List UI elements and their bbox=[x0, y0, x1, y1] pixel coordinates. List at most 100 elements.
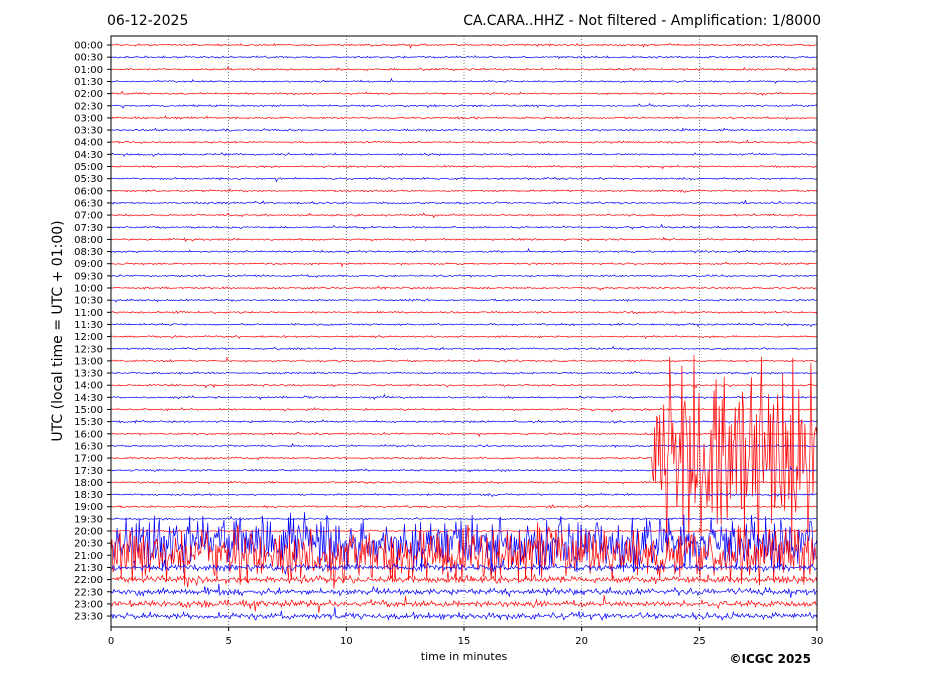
x-tick-label-0: 0 bbox=[108, 636, 114, 647]
trace-2330 bbox=[110, 607, 818, 621]
row-label-0700: 07:00 bbox=[74, 211, 103, 222]
x-tick-label-5: 5 bbox=[225, 636, 231, 647]
trace-1400 bbox=[110, 383, 818, 390]
trace-0500 bbox=[110, 164, 818, 170]
row-label-1200: 12:00 bbox=[74, 332, 103, 343]
trace-1230 bbox=[110, 345, 818, 351]
row-label-1630: 16:30 bbox=[74, 441, 103, 452]
row-label-1330: 13:30 bbox=[74, 369, 103, 380]
trace-1130 bbox=[110, 322, 818, 328]
row-label-1800: 18:00 bbox=[74, 478, 103, 489]
x-ticks: 0 5 10 15 20 25 30 bbox=[108, 627, 824, 647]
x-tick-label-10: 10 bbox=[340, 636, 353, 647]
trace-0000 bbox=[110, 42, 818, 49]
trace-0430 bbox=[110, 152, 818, 157]
trace-2200 bbox=[110, 570, 818, 588]
row-label-0730: 07:30 bbox=[74, 223, 103, 234]
trace-1800 bbox=[110, 480, 818, 486]
row-label-1030: 10:30 bbox=[74, 296, 103, 307]
row-label-1500: 15:00 bbox=[74, 405, 103, 416]
trace-0630 bbox=[110, 199, 818, 205]
trace-1730 bbox=[111, 466, 817, 473]
trace-0230 bbox=[110, 102, 818, 109]
y-axis-label: UTC (local time = UTC + 01:00) bbox=[50, 220, 66, 441]
trace-0700 bbox=[110, 212, 818, 219]
row-label-1530: 15:30 bbox=[74, 417, 103, 428]
x-tick-label-20: 20 bbox=[575, 636, 588, 647]
row-label-1230: 12:30 bbox=[74, 344, 103, 355]
row-label-0630: 06:30 bbox=[74, 198, 103, 209]
row-label-0200: 02:00 bbox=[74, 89, 103, 100]
trace-0100 bbox=[110, 66, 818, 72]
row-label-1000: 10:00 bbox=[74, 284, 103, 295]
trace-1030 bbox=[110, 297, 818, 303]
row-label-0330: 03:30 bbox=[74, 126, 103, 137]
row-label-0530: 05:30 bbox=[74, 174, 103, 185]
trace-1300 bbox=[110, 356, 818, 363]
trace-2300 bbox=[110, 595, 818, 613]
row-label-2000: 20:00 bbox=[74, 527, 103, 538]
row-label-2100: 21:00 bbox=[74, 551, 103, 562]
row-label-1600: 16:00 bbox=[74, 429, 103, 440]
row-label-1900: 19:00 bbox=[74, 502, 103, 513]
x-tick-label-25: 25 bbox=[693, 636, 706, 647]
trace-0600 bbox=[110, 188, 818, 194]
row-label-1100: 11:00 bbox=[74, 308, 103, 319]
trace-0930 bbox=[110, 274, 818, 278]
trace-0900 bbox=[110, 261, 818, 268]
trace-0800 bbox=[110, 236, 818, 243]
row-label-1730: 17:30 bbox=[74, 466, 103, 477]
row-label-0000: 00:00 bbox=[74, 41, 103, 52]
row-label-1430: 14:30 bbox=[74, 393, 103, 404]
row-label-0400: 04:00 bbox=[74, 138, 103, 149]
row-label-0830: 08:30 bbox=[74, 247, 103, 258]
row-label-0030: 00:30 bbox=[74, 53, 103, 64]
row-label-2230: 22:30 bbox=[74, 587, 103, 598]
trace-0330 bbox=[111, 127, 818, 132]
trace-2130 bbox=[110, 559, 818, 575]
row-label-1700: 17:00 bbox=[74, 454, 103, 465]
trace-0130 bbox=[110, 77, 818, 84]
date-label: 06-12-2025 bbox=[107, 13, 188, 29]
x-tick-label-30: 30 bbox=[811, 636, 824, 647]
trace-2000 bbox=[110, 527, 818, 535]
row-label-0600: 06:00 bbox=[74, 186, 103, 197]
trace-2230 bbox=[110, 583, 818, 598]
trace-1200 bbox=[110, 334, 817, 340]
trace-0300 bbox=[110, 115, 818, 121]
trace-1700 bbox=[110, 354, 818, 562]
row-label-2030: 20:30 bbox=[74, 539, 103, 550]
x-tick-label-15: 15 bbox=[458, 636, 471, 647]
x-axis-label: time in minutes bbox=[421, 650, 508, 663]
station-title: CA.CARA..HHZ - Not filtered - Amplificat… bbox=[463, 13, 821, 29]
trace-0030 bbox=[110, 55, 818, 60]
trace-0400 bbox=[110, 139, 818, 145]
row-label-0430: 04:30 bbox=[74, 150, 103, 161]
trace-1100 bbox=[110, 310, 818, 315]
trace-1930 bbox=[110, 515, 818, 521]
row-label-0100: 01:00 bbox=[74, 65, 103, 76]
trace-1830 bbox=[110, 492, 818, 498]
trace-0200 bbox=[110, 90, 818, 97]
row-label-0500: 05:00 bbox=[74, 162, 103, 173]
trace-0530 bbox=[110, 176, 818, 183]
trace-1330 bbox=[110, 371, 818, 375]
traces bbox=[110, 42, 818, 621]
row-label-1930: 19:30 bbox=[74, 514, 103, 525]
trace-1000 bbox=[110, 285, 818, 291]
row-label-2300: 23:00 bbox=[74, 599, 103, 610]
trace-0730 bbox=[110, 223, 818, 230]
row-label-0130: 01:30 bbox=[74, 77, 103, 88]
trace-0830 bbox=[110, 247, 818, 254]
row-label-1130: 11:30 bbox=[74, 320, 103, 331]
trace-1430 bbox=[110, 393, 818, 401]
row-label-2200: 22:00 bbox=[74, 575, 103, 586]
row-label-1830: 18:30 bbox=[74, 490, 103, 501]
row-label-0300: 03:00 bbox=[74, 113, 103, 124]
row-label-0900: 09:00 bbox=[74, 259, 103, 270]
row-label-0230: 02:30 bbox=[74, 101, 103, 112]
row-label-1300: 13:00 bbox=[74, 356, 103, 367]
plot-frame bbox=[110, 35, 818, 628]
